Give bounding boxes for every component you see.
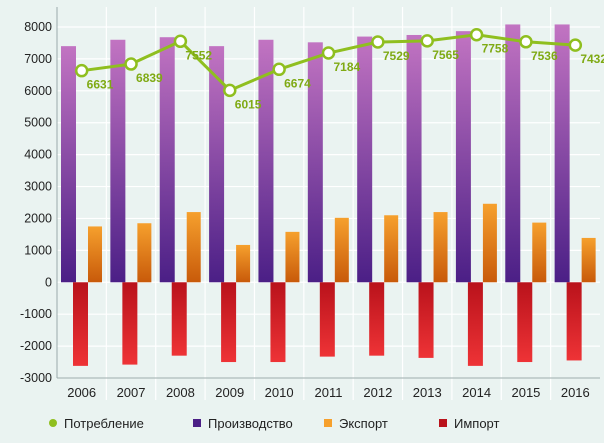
x-tick-label: 2008	[166, 385, 195, 400]
legend-item-export: Экспорт	[324, 416, 388, 431]
legend-label: Производство	[208, 416, 293, 431]
x-tick-label: 2011	[315, 385, 343, 400]
production-bar	[209, 46, 225, 283]
y-tick-label: -2000	[20, 339, 52, 353]
legend-marker	[193, 419, 201, 427]
import-bar	[369, 282, 385, 356]
export-bar	[236, 244, 251, 283]
legend-item-consumption: Потребление	[49, 416, 144, 431]
consumption-point	[519, 35, 533, 49]
y-tick-label: 3000	[24, 180, 52, 194]
y-tick-label: 8000	[24, 20, 52, 34]
y-tick-label: 0	[45, 275, 52, 289]
export-bar	[581, 237, 596, 283]
consumption-point	[371, 35, 385, 49]
data-label: 7529	[383, 49, 410, 63]
x-tick-label: 2015	[511, 385, 540, 400]
consumption-point	[223, 83, 237, 98]
consumption-point	[568, 38, 583, 52]
legend-marker	[439, 419, 447, 427]
legend-item-production: Производство	[193, 416, 293, 431]
data-label: 7552	[185, 48, 212, 62]
data-label: 6674	[284, 76, 311, 90]
import-bar	[270, 282, 286, 363]
consumption-point	[173, 34, 188, 49]
import-bar	[467, 282, 483, 366]
y-tick-label: 5000	[24, 116, 52, 130]
x-tick-label: 2012	[363, 385, 392, 400]
export-bar	[482, 203, 497, 283]
consumption-point	[74, 63, 89, 78]
x-tick-label: 2014	[462, 385, 491, 400]
import-bar	[319, 282, 335, 357]
export-bar	[186, 212, 201, 283]
legend-label: Экспорт	[339, 416, 388, 431]
y-tick-label: -3000	[20, 371, 52, 385]
import-bar	[517, 282, 533, 363]
x-tick-label: 2010	[265, 385, 294, 400]
x-tick-label: 2013	[413, 385, 442, 400]
data-label: 7432	[580, 52, 604, 66]
y-tick-label: 1000	[24, 243, 52, 257]
export-bar	[384, 215, 399, 283]
import-bar	[418, 282, 434, 358]
data-label: 6015	[235, 97, 262, 111]
import-bar	[73, 282, 88, 366]
data-label: 7536	[531, 49, 558, 63]
legend-label: Импорт	[454, 416, 499, 431]
legend-marker	[49, 419, 57, 427]
legend-marker	[324, 419, 332, 427]
data-label: 7184	[334, 60, 361, 74]
x-tick-label: 2009	[215, 385, 244, 400]
production-bar	[357, 36, 373, 283]
consumption-point	[420, 34, 434, 48]
y-tick-label: 4000	[24, 148, 52, 162]
import-bar	[122, 282, 138, 365]
export-bar	[433, 212, 448, 283]
x-tick-label: 2007	[117, 385, 146, 400]
consumption-point	[124, 57, 138, 71]
export-bar	[137, 223, 152, 283]
consumption-point	[469, 27, 484, 42]
x-tick-label: 2006	[67, 385, 96, 400]
export-bar	[88, 226, 102, 283]
import-bar	[566, 282, 582, 361]
import-bar	[221, 282, 237, 363]
production-bar	[505, 24, 521, 283]
production-bar	[61, 46, 76, 283]
data-label: 7565	[432, 48, 459, 62]
production-bar	[110, 39, 126, 283]
production-bar	[554, 24, 570, 283]
legend-label: Потребление	[64, 416, 144, 431]
data-label: 7758	[482, 42, 509, 56]
x-tick-label: 2016	[561, 385, 590, 400]
production-bar	[406, 34, 422, 283]
legend-item-import: Импорт	[439, 416, 499, 431]
data-label: 6631	[87, 78, 114, 92]
import-bar	[171, 282, 187, 356]
y-tick-label: 6000	[24, 84, 52, 98]
y-tick-label: 2000	[24, 211, 52, 225]
export-bar	[532, 222, 547, 283]
y-tick-label: 7000	[24, 52, 52, 66]
export-bar	[285, 231, 300, 283]
export-bar	[334, 217, 349, 283]
production-bar	[455, 31, 471, 283]
consumption-point	[321, 46, 336, 60]
production-bar	[258, 39, 274, 283]
production-bar	[159, 37, 175, 283]
consumption-point	[272, 62, 286, 77]
data-label: 6839	[136, 71, 163, 85]
production-bar	[307, 42, 323, 283]
y-tick-label: -1000	[20, 307, 52, 321]
